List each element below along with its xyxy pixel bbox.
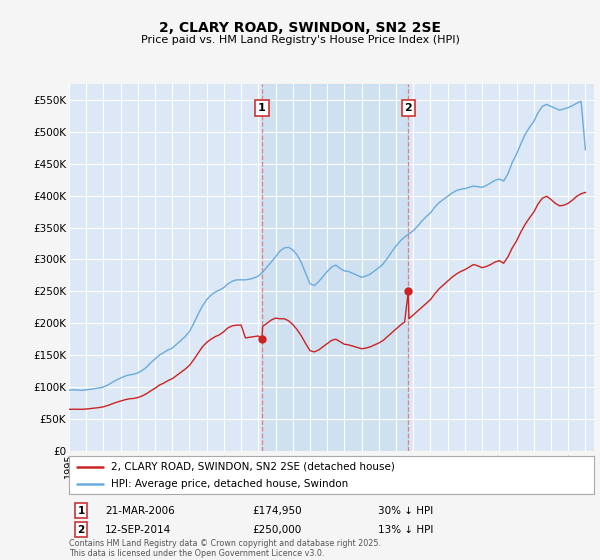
Text: £250,000: £250,000 [252,525,301,535]
Text: 2, CLARY ROAD, SWINDON, SN2 2SE: 2, CLARY ROAD, SWINDON, SN2 2SE [159,21,441,35]
Text: 13% ↓ HPI: 13% ↓ HPI [378,525,433,535]
Text: HPI: Average price, detached house, Swindon: HPI: Average price, detached house, Swin… [111,479,348,489]
Text: 2, CLARY ROAD, SWINDON, SN2 2SE (detached house): 2, CLARY ROAD, SWINDON, SN2 2SE (detache… [111,461,395,472]
Text: Contains HM Land Registry data © Crown copyright and database right 2025.
This d: Contains HM Land Registry data © Crown c… [69,539,381,558]
Text: 21-MAR-2006: 21-MAR-2006 [105,506,175,516]
Text: 1: 1 [258,103,266,113]
Text: 2: 2 [77,525,85,535]
Text: Price paid vs. HM Land Registry's House Price Index (HPI): Price paid vs. HM Land Registry's House … [140,35,460,45]
Text: 30% ↓ HPI: 30% ↓ HPI [378,506,433,516]
Text: £174,950: £174,950 [252,506,302,516]
Text: 12-SEP-2014: 12-SEP-2014 [105,525,171,535]
Bar [262,84,408,451]
Text: 1: 1 [77,506,85,516]
Text: 2: 2 [404,103,412,113]
